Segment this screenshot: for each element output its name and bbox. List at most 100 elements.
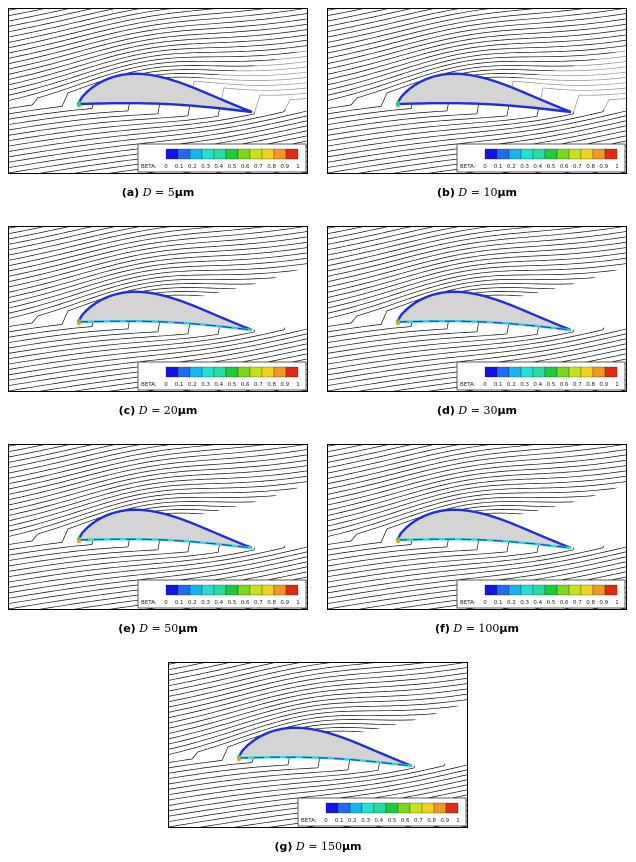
colorbar-title: BETA: bbox=[141, 600, 157, 606]
colorbar-swatch bbox=[421, 802, 435, 814]
colorbar-tick: 0.8 bbox=[427, 818, 436, 824]
streamline bbox=[168, 769, 468, 817]
colorbar-swatch bbox=[285, 584, 299, 596]
colorbar-tick: 0.9 bbox=[280, 164, 289, 170]
equals-sign: = bbox=[465, 622, 475, 635]
streamline bbox=[327, 8, 416, 27]
colorbar-swatch bbox=[285, 366, 299, 378]
streamline bbox=[327, 34, 627, 86]
airfoil-upper-surface bbox=[76, 72, 253, 114]
streamline bbox=[327, 226, 416, 245]
colorbar-tick: 0.1 bbox=[494, 600, 503, 606]
diameter-value: 50 bbox=[164, 622, 179, 635]
subfigure-caption: (g) D = 150μm bbox=[168, 840, 468, 853]
colorbar-tick: 0.6 bbox=[560, 164, 569, 170]
colorbar-swatch bbox=[213, 366, 227, 378]
colorbar-tick: 1 bbox=[296, 164, 300, 170]
streamline bbox=[8, 316, 308, 370]
diameter-unit: μm bbox=[499, 622, 519, 635]
streamline bbox=[327, 98, 627, 152]
streamline bbox=[8, 226, 97, 245]
plot-border bbox=[327, 444, 627, 610]
streamline bbox=[8, 470, 308, 522]
colorbar-title: BETA: bbox=[301, 818, 317, 824]
streamline bbox=[327, 115, 627, 163]
colorbar-tick: 0.5 bbox=[547, 164, 556, 170]
streamline bbox=[168, 662, 386, 703]
subfigure-label: (a) bbox=[121, 186, 140, 199]
colorbar-swatch bbox=[592, 366, 606, 378]
subfigure-d: BETA: 0 0.1 0.2 0.3 0.4 0.5 0.6 0.7 0.8 0.9 1 (d) D … bbox=[327, 226, 627, 422]
leading-edge-marker bbox=[76, 320, 82, 326]
colorbar-swatch bbox=[580, 148, 594, 160]
colorbar-tick: 0.1 bbox=[175, 164, 184, 170]
colorbar-tick: 0 bbox=[164, 600, 168, 606]
streamline bbox=[8, 475, 308, 527]
colorbar-swatch bbox=[177, 148, 191, 160]
colorbar-swatch bbox=[225, 584, 239, 596]
colorbar-tick: 0.3 bbox=[520, 600, 529, 606]
streamline bbox=[327, 333, 627, 381]
streamline bbox=[327, 50, 627, 102]
streamline bbox=[8, 8, 145, 38]
variable-symbol: D bbox=[458, 186, 468, 199]
colorbar-tick: 0.8 bbox=[267, 164, 276, 170]
colorbar-tick: 0.7 bbox=[573, 382, 582, 388]
colorbar-swatch bbox=[520, 366, 534, 378]
colorbar-tick: 0.3 bbox=[520, 164, 529, 170]
colorbar-tick: 0.2 bbox=[507, 382, 516, 388]
streamline bbox=[327, 465, 627, 516]
streamline bbox=[168, 662, 338, 697]
airfoil-upper-surface bbox=[395, 72, 572, 114]
colorbar-swatch bbox=[568, 148, 582, 160]
streamline-plot: BETA: 0 0.1 0.2 0.3 0.4 0.5 0.6 0.7 0.8 0.9 1 bbox=[8, 226, 308, 392]
streamline bbox=[8, 459, 308, 511]
colorbar-swatch bbox=[165, 366, 179, 378]
variable-symbol: D bbox=[453, 622, 463, 635]
colorbar-tick: 1 bbox=[296, 600, 300, 606]
streamline bbox=[327, 18, 627, 70]
colorbar-swatch bbox=[520, 148, 534, 160]
diameter-unit: μm bbox=[497, 404, 518, 417]
streamline bbox=[168, 752, 468, 806]
airfoil-lower-dash bbox=[396, 538, 572, 549]
plot-area: BETA: 0 0.1 0.2 0.3 0.4 0.5 0.6 0.7 0.8 0.9 1 bbox=[8, 444, 308, 610]
colorbar-swatch bbox=[508, 148, 522, 160]
streamline bbox=[8, 444, 120, 469]
colorbar-tick: 0.4 bbox=[214, 164, 223, 170]
streamline bbox=[327, 8, 592, 54]
colorbar-tick: 0.3 bbox=[361, 818, 370, 824]
colorbar-tick: 0.5 bbox=[547, 382, 556, 388]
colorbar-swatch bbox=[261, 366, 275, 378]
leading-edge-marker bbox=[77, 100, 81, 104]
streamline bbox=[8, 465, 308, 516]
streamline bbox=[327, 486, 627, 538]
streamline bbox=[8, 444, 273, 490]
streamline bbox=[8, 257, 308, 309]
streamline bbox=[8, 226, 308, 277]
subfigure-caption: (f) D = 100μm bbox=[327, 622, 627, 635]
colorbar-title: BETA: bbox=[460, 164, 476, 170]
colorbar-swatch bbox=[508, 584, 522, 596]
airfoil-lower-surface bbox=[77, 102, 253, 114]
streamline bbox=[327, 13, 627, 65]
colorbar-swatch bbox=[237, 148, 251, 160]
colorbar-tick: 0.2 bbox=[507, 600, 516, 606]
variable-symbol: D bbox=[142, 186, 152, 199]
streamline bbox=[8, 236, 308, 288]
streamline bbox=[327, 444, 627, 495]
subfigure-caption: (e) D = 50μm bbox=[8, 622, 308, 635]
subfigure-c: BETA: 0 0.1 0.2 0.3 0.4 0.5 0.6 0.7 0.8 0.9 1 (c) D … bbox=[8, 226, 308, 422]
leading-edge-marker bbox=[395, 102, 401, 108]
streamline bbox=[8, 449, 308, 501]
colorbar-swatch bbox=[325, 802, 339, 814]
streamline bbox=[327, 247, 627, 298]
colorbar-tick: 0.6 bbox=[401, 818, 410, 824]
colorbar-swatch bbox=[532, 584, 546, 596]
streamline bbox=[327, 444, 497, 479]
colorbar-swatch bbox=[397, 802, 411, 814]
colorbar-tick: 0.7 bbox=[254, 600, 263, 606]
colorbar-tick: 0.1 bbox=[494, 382, 503, 388]
streamline bbox=[8, 23, 308, 75]
streamline bbox=[8, 546, 308, 594]
